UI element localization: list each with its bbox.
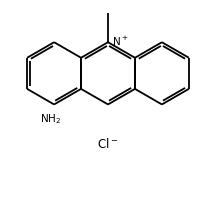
Text: N$^+$: N$^+$	[112, 35, 129, 48]
Text: Cl$^-$: Cl$^-$	[97, 137, 119, 151]
Text: NH$_2$: NH$_2$	[40, 112, 61, 125]
